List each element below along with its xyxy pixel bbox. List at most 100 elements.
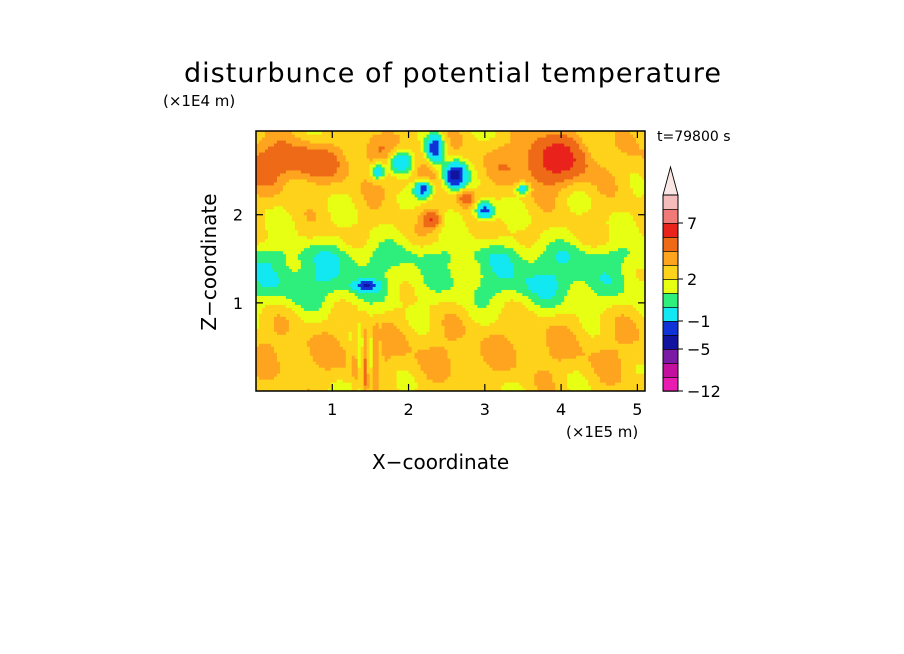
- field-cell: [276, 202, 281, 207]
- field-cell: [276, 334, 281, 338]
- field-cell: [291, 274, 296, 279]
- field-cell: [261, 313, 266, 317]
- field-cell: [330, 235, 335, 240]
- field-cell: [339, 280, 344, 285]
- field-cell: [282, 373, 287, 377]
- field-cell: [312, 358, 317, 362]
- field-cell: [285, 328, 290, 332]
- field-cell: [324, 217, 329, 222]
- field-cell: [306, 331, 311, 335]
- field-cell: [330, 250, 335, 255]
- field-cell: [327, 277, 332, 282]
- field-cell: [327, 382, 332, 386]
- field-cell: [327, 388, 332, 391]
- field-cell: [303, 181, 308, 186]
- field-cell: [256, 229, 260, 234]
- field-cell: [291, 259, 296, 264]
- field-cell: [288, 184, 293, 189]
- field-cell: [348, 316, 353, 320]
- field-cell: [321, 358, 326, 362]
- field-cell: [306, 286, 311, 290]
- field-cell: [267, 346, 272, 350]
- field-cell: [318, 313, 323, 317]
- field-cell: [294, 232, 299, 237]
- field-cell: [258, 364, 263, 368]
- field-cell: [279, 196, 284, 201]
- field-cell: [264, 193, 269, 198]
- field-cell: [294, 184, 299, 189]
- field-cell: [333, 190, 338, 195]
- field-cell: [324, 136, 329, 141]
- field-cell: [333, 376, 338, 380]
- field-cell: [285, 235, 290, 240]
- field-cell: [330, 142, 335, 147]
- field-cell: [321, 316, 326, 320]
- field-cell: [297, 280, 302, 285]
- field-cell: [282, 253, 287, 258]
- field-cell: [306, 211, 311, 216]
- field-cell: [330, 313, 335, 317]
- field-cell: [276, 163, 281, 168]
- field-cell: [306, 250, 311, 255]
- field-cell: [312, 295, 317, 299]
- field-cell: [324, 307, 329, 311]
- field-cell: [312, 241, 317, 246]
- field-cell: [258, 250, 263, 255]
- field-cell: [342, 166, 347, 171]
- field-cell: [306, 151, 311, 156]
- field-cell: [282, 376, 287, 380]
- field-cell: [336, 253, 341, 258]
- field-cell: [345, 256, 350, 261]
- field-cell: [294, 262, 299, 267]
- field-cell: [294, 196, 299, 201]
- field-cell: [321, 343, 326, 347]
- field-cell: [288, 244, 293, 249]
- field-cell: [321, 367, 326, 371]
- field-cell: [285, 262, 290, 267]
- field-cell: [327, 247, 332, 252]
- field-cell: [312, 367, 317, 371]
- field-cell: [288, 313, 293, 317]
- field-cell: [276, 292, 281, 296]
- field-cell: [309, 343, 314, 347]
- field-cell: [256, 226, 260, 231]
- field-cell: [282, 238, 287, 243]
- field-cell: [294, 250, 299, 255]
- field-cell: [309, 208, 314, 213]
- field-cell: [336, 310, 341, 314]
- field-cell: [303, 220, 308, 225]
- field-cell: [282, 223, 287, 228]
- field-cell: [288, 367, 293, 371]
- field-cell: [300, 223, 305, 228]
- field-cell: [318, 244, 323, 249]
- field-cell: [291, 364, 296, 368]
- field-cell: [291, 181, 296, 186]
- field-cell: [330, 202, 335, 207]
- field-cell: [288, 136, 293, 141]
- field-cell: [285, 196, 290, 201]
- field-cell: [297, 319, 302, 323]
- field-cell: [306, 334, 311, 338]
- field-cell: [291, 280, 296, 285]
- field-cell: [342, 265, 347, 270]
- field-cell: [342, 190, 347, 195]
- field-cell: [336, 163, 341, 168]
- field-cell: [327, 232, 332, 237]
- field-cell: [333, 235, 338, 240]
- field-cell: [333, 178, 338, 183]
- field-cell: [318, 262, 323, 267]
- field-cell: [339, 346, 344, 350]
- field-cell: [309, 340, 314, 344]
- field-cell: [276, 148, 281, 153]
- field-cell: [264, 202, 269, 207]
- field-cell: [348, 247, 353, 252]
- field-cell: [297, 346, 302, 350]
- field-cell: [297, 376, 302, 380]
- field-cell: [285, 265, 290, 270]
- field-cell: [309, 322, 314, 326]
- field-cell: [312, 385, 317, 389]
- field-cell: [339, 313, 344, 317]
- field-cell: [288, 298, 293, 302]
- field-cell: [267, 337, 272, 341]
- field-cell: [345, 334, 350, 338]
